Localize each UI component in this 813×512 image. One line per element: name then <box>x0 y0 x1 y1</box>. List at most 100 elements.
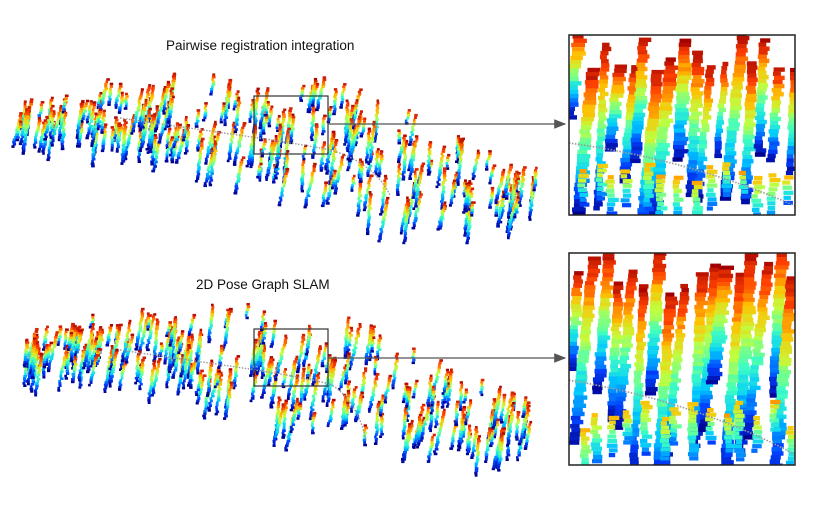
top-cloud-stem <box>232 122 247 166</box>
bottom-cloud-stem <box>430 385 436 407</box>
bottom-cloud-stem <box>391 352 399 390</box>
bottom-cloud-stem <box>195 328 203 362</box>
top-inset-frame <box>568 34 796 216</box>
top-cloud-stem <box>456 139 464 186</box>
top-cloud-stem <box>426 141 433 174</box>
top-inset-stem <box>721 162 733 197</box>
top-cloud-stem <box>358 160 364 183</box>
top-cloud-stem <box>202 102 208 122</box>
top-inset-stem <box>642 162 656 212</box>
top-cloud-stem <box>333 153 345 195</box>
top-cloud-stem <box>445 153 451 170</box>
bottom-cloud-stem <box>308 372 321 421</box>
bottom-cloud-stem <box>74 329 82 356</box>
bottom-cloud-stem <box>491 385 502 429</box>
bottom-cloud-stem <box>89 337 98 368</box>
top-cloud-stem <box>321 114 327 136</box>
bottom-cloud-stem <box>221 307 233 352</box>
top-zoom-inset <box>568 34 796 216</box>
bottom-cloud-stem <box>214 371 224 416</box>
bottom-inset-stem <box>606 415 620 458</box>
bottom-cloud-stem <box>405 386 410 408</box>
bottom-cloud-stem <box>379 412 385 438</box>
bottom-cloud-stem <box>134 307 145 351</box>
bottom-cloud-stem <box>57 344 69 392</box>
top-cloud-stem <box>209 73 216 96</box>
top-inset-stem <box>766 173 781 215</box>
bottom-cloud-stem <box>88 313 95 329</box>
bottom-cloud-stem <box>310 411 317 435</box>
bottom-cloud-stem <box>206 359 214 397</box>
bottom-cloud-stem <box>194 369 204 396</box>
bottom-cloud-stem <box>88 354 100 387</box>
top-cloud-stem <box>32 117 42 149</box>
bottom-inset-stem <box>613 269 638 430</box>
bottom-cloud-stem <box>499 393 507 424</box>
top-cloud-stem <box>263 101 270 117</box>
top-cloud-stem <box>61 94 69 114</box>
bottom-cloud-stem <box>367 373 380 413</box>
top-cloud-stem <box>138 107 152 153</box>
bottom-cloud-stem <box>145 313 157 352</box>
bottom-cloud-stem <box>346 326 354 354</box>
top-cloud-stem <box>117 91 125 114</box>
top-cloud-stem <box>320 181 328 208</box>
top-cloud-stem <box>448 179 456 207</box>
bottom-cloud-stem <box>470 426 479 459</box>
top-cloud-stem <box>350 174 356 192</box>
top-cloud-stem <box>300 158 306 193</box>
top-cloud-stem <box>485 150 492 171</box>
top-cloud-stem <box>258 87 270 130</box>
bottom-cloud-stem <box>105 324 113 347</box>
bottom-cloud-stem <box>168 316 178 347</box>
top-cloud-stem <box>513 196 520 219</box>
bottom-cloud-stem <box>411 347 416 365</box>
bottom-cloud-stem <box>67 331 74 351</box>
bottom-inset-stem <box>644 253 667 396</box>
top-cloud-stem <box>408 135 419 180</box>
top-inset-stem <box>685 50 705 198</box>
top-inset-stem <box>785 67 795 176</box>
bottom-cloud-stem <box>445 368 454 408</box>
bottom-cloud-stem <box>443 382 450 404</box>
top-cloud-stem <box>494 168 506 205</box>
top-cloud-stem <box>331 169 337 190</box>
top-inset-stem <box>714 61 729 159</box>
top-cloud-stem <box>502 163 513 199</box>
top-cloud-stem <box>85 101 97 140</box>
bottom-inset-stem <box>659 416 671 465</box>
bottom-cloud-stem <box>506 401 516 447</box>
top-inset-stem <box>753 38 771 157</box>
top-cloud-stem <box>440 167 447 210</box>
bottom-cloud-stem <box>272 403 286 447</box>
bottom-cloud-stem <box>379 394 385 417</box>
bottom-cloud-stem <box>479 378 485 397</box>
bottom-cloud-stem <box>281 368 287 389</box>
top-cloud-stem <box>154 86 168 133</box>
bottom-cloud-stem <box>260 344 266 379</box>
bottom-cloud-stem <box>47 331 59 373</box>
bottom-cloud-stem <box>370 336 376 353</box>
top-cloud-stem <box>166 95 175 123</box>
bottom-inset-stem <box>629 284 649 465</box>
bottom-cloud-stem <box>523 420 533 450</box>
bottom-cloud-stem <box>195 374 207 405</box>
top-cloud-stem <box>223 83 232 127</box>
bottom-cloud-stem <box>138 356 147 391</box>
bottom-cloud-stem <box>348 323 362 371</box>
bottom-cloud-stem <box>465 424 472 456</box>
top-cloud-stem <box>15 120 23 142</box>
top-inset-stem <box>766 67 785 163</box>
top-cloud-stem <box>356 180 363 217</box>
top-cloud-stem <box>435 145 447 189</box>
bottom-inset-stem <box>743 261 774 440</box>
bottom-inset-stem <box>751 416 764 453</box>
top-inset-stem <box>672 38 692 162</box>
bottom-cloud-stem <box>188 313 197 336</box>
top-cloud-stem <box>362 174 374 212</box>
bottom-inset-stem <box>590 413 603 464</box>
top-cloud-stem <box>21 106 31 155</box>
bottom-cloud-stem <box>56 325 63 346</box>
bottom-cloud-stem <box>295 333 306 374</box>
